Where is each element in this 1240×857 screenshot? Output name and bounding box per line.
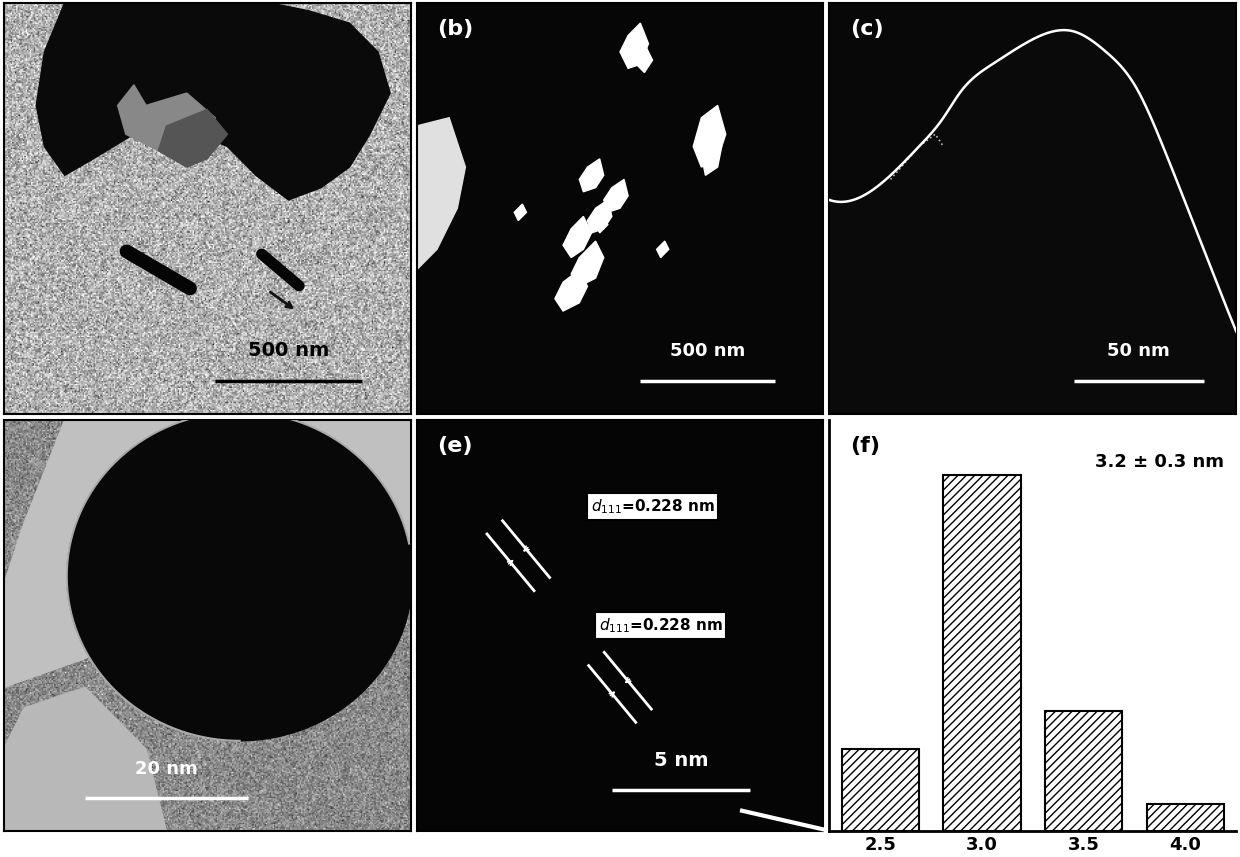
Bar: [1147, 804, 1224, 831]
Text: 500 nm: 500 nm: [670, 343, 745, 361]
Polygon shape: [620, 23, 649, 69]
Text: 20 nm: 20 nm: [135, 760, 198, 778]
Text: 5 nm: 5 nm: [653, 751, 708, 770]
Polygon shape: [4, 728, 146, 831]
Polygon shape: [604, 179, 629, 213]
Bar: [842, 749, 919, 831]
Text: 500 nm: 500 nm: [248, 341, 329, 361]
Polygon shape: [595, 217, 608, 233]
Polygon shape: [702, 135, 722, 176]
Text: (f): (f): [849, 436, 880, 457]
Polygon shape: [579, 159, 604, 192]
Polygon shape: [556, 270, 588, 311]
Polygon shape: [588, 200, 611, 233]
Polygon shape: [693, 105, 725, 167]
Polygon shape: [4, 420, 410, 687]
Polygon shape: [572, 241, 604, 286]
Polygon shape: [632, 44, 652, 73]
Polygon shape: [830, 30, 1236, 414]
Ellipse shape: [67, 412, 413, 740]
Bar: [1045, 710, 1122, 831]
Text: (e): (e): [436, 436, 472, 457]
Text: $d_{111}$=0.228 nm: $d_{111}$=0.228 nm: [590, 497, 714, 516]
Bar: [944, 475, 1021, 831]
Polygon shape: [417, 117, 465, 270]
Polygon shape: [36, 3, 391, 200]
Polygon shape: [159, 110, 227, 167]
Polygon shape: [563, 217, 591, 258]
Text: (c): (c): [849, 19, 883, 39]
Text: $d_{111}$=0.228 nm: $d_{111}$=0.228 nm: [599, 616, 723, 635]
Text: 50 nm: 50 nm: [1107, 343, 1171, 361]
Polygon shape: [515, 204, 527, 220]
Polygon shape: [657, 241, 668, 258]
Polygon shape: [4, 687, 166, 831]
Text: (b): (b): [436, 19, 474, 39]
Text: 3.2 ± 0.3 nm: 3.2 ± 0.3 nm: [1095, 452, 1224, 470]
Polygon shape: [118, 85, 216, 159]
